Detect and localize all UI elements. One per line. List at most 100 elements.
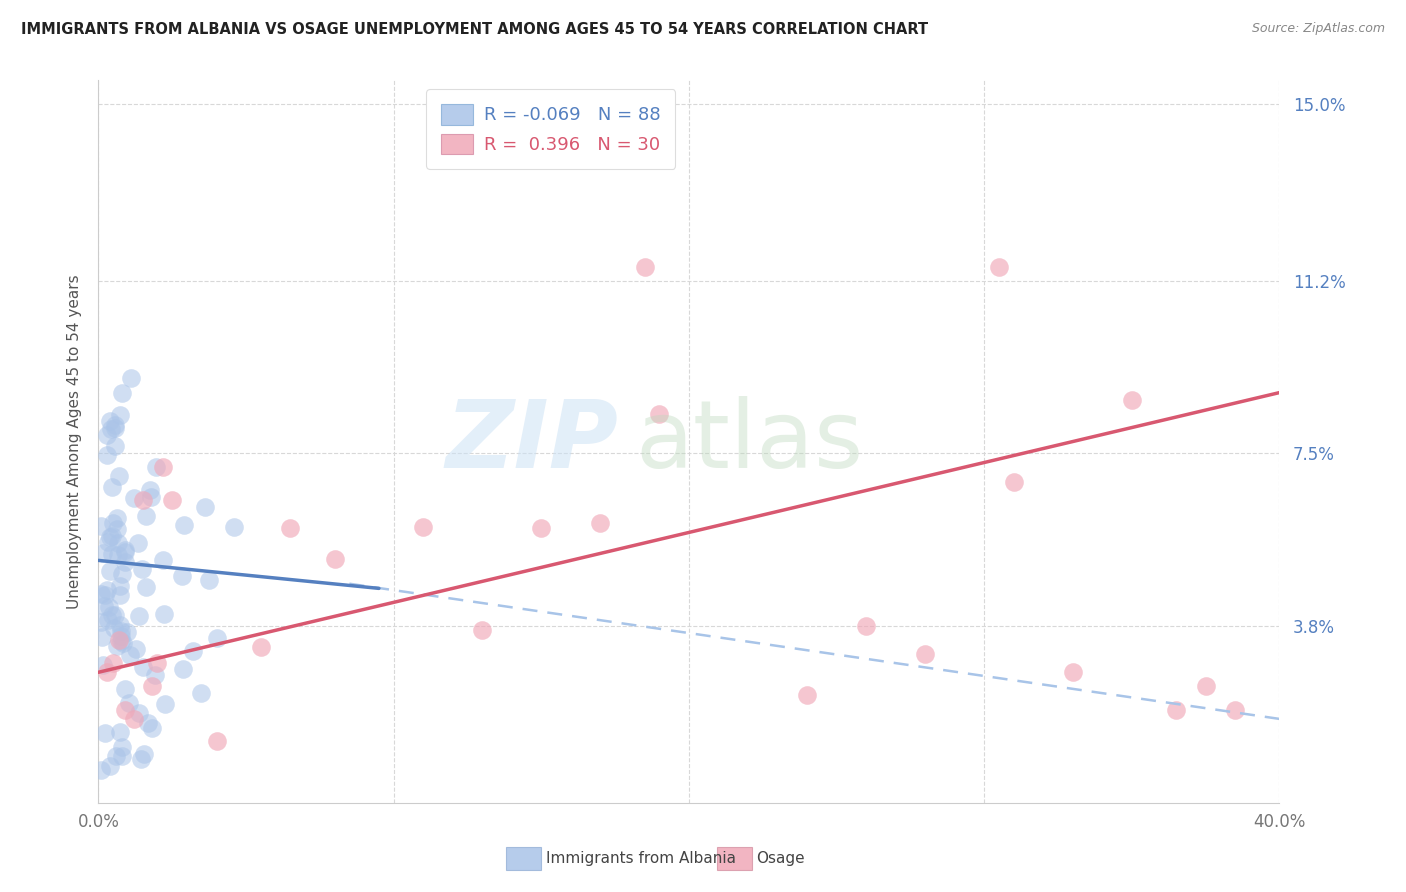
- Point: [190, 686, 212, 700]
- Point: [111, 385, 134, 400]
- Point: [172, 569, 194, 583]
- Point: [152, 607, 174, 621]
- Point: [114, 702, 136, 716]
- Point: [114, 681, 136, 696]
- Point: [107, 536, 129, 550]
- Point: [117, 697, 139, 711]
- Point: [132, 660, 155, 674]
- Point: [205, 733, 228, 747]
- Point: [634, 260, 657, 274]
- Point: [129, 752, 152, 766]
- Point: [104, 439, 127, 453]
- Point: [93, 658, 115, 673]
- Point: [90, 586, 112, 600]
- Point: [135, 580, 157, 594]
- Point: [855, 618, 877, 632]
- Point: [104, 418, 127, 433]
- Point: [110, 408, 132, 422]
- Legend: R = -0.069   N = 88, R =  0.396   N = 30: R = -0.069 N = 88, R = 0.396 N = 30: [426, 89, 675, 169]
- Point: [100, 547, 122, 561]
- Point: [98, 564, 121, 578]
- Point: [108, 589, 131, 603]
- Point: [107, 548, 129, 562]
- Point: [135, 508, 157, 523]
- Point: [1195, 679, 1218, 693]
- Point: [110, 629, 132, 643]
- Text: Osage: Osage: [756, 851, 806, 865]
- Point: [530, 521, 553, 535]
- Point: [93, 599, 115, 614]
- Point: [103, 656, 125, 670]
- Point: [796, 688, 818, 702]
- Point: [1121, 392, 1143, 407]
- Point: [96, 427, 118, 442]
- Point: [100, 421, 122, 435]
- Point: [108, 469, 131, 483]
- Point: [90, 630, 112, 644]
- Point: [197, 573, 219, 587]
- Point: [101, 479, 124, 493]
- Point: [122, 712, 145, 726]
- Point: [173, 518, 195, 533]
- Point: [108, 617, 131, 632]
- Point: [93, 546, 115, 560]
- Point: [1062, 665, 1084, 680]
- Point: [100, 607, 122, 622]
- Point: [145, 460, 167, 475]
- Point: [94, 589, 117, 603]
- Point: [128, 706, 150, 720]
- Point: [131, 562, 153, 576]
- Point: [97, 535, 120, 549]
- Text: IMMIGRANTS FROM ALBANIA VS OSAGE UNEMPLOYMENT AMONG AGES 45 TO 54 YEARS CORRELAT: IMMIGRANTS FROM ALBANIA VS OSAGE UNEMPLO…: [21, 22, 928, 37]
- Point: [108, 579, 131, 593]
- Point: [152, 460, 174, 475]
- Point: [107, 639, 129, 653]
- Point: [152, 553, 174, 567]
- Point: [127, 536, 149, 550]
- Point: [96, 448, 118, 462]
- Point: [914, 647, 936, 661]
- Point: [96, 665, 118, 680]
- Point: [132, 492, 155, 507]
- Point: [323, 551, 346, 566]
- Point: [143, 668, 166, 682]
- Point: [115, 625, 138, 640]
- Point: [471, 624, 494, 638]
- Point: [280, 521, 302, 535]
- Point: [120, 370, 142, 384]
- Point: [1166, 702, 1188, 716]
- Y-axis label: Unemployment Among Ages 45 to 54 years: Unemployment Among Ages 45 to 54 years: [66, 274, 82, 609]
- Point: [139, 483, 162, 497]
- Point: [94, 726, 117, 740]
- Point: [103, 621, 125, 635]
- Point: [103, 516, 125, 531]
- Point: [114, 555, 136, 569]
- Text: atlas: atlas: [636, 395, 865, 488]
- Point: [100, 530, 122, 544]
- Point: [111, 739, 134, 754]
- Point: [172, 662, 194, 676]
- Point: [589, 516, 612, 530]
- Point: [181, 644, 204, 658]
- Point: [155, 698, 177, 712]
- Point: [90, 519, 112, 533]
- Point: [103, 608, 125, 623]
- Point: [98, 599, 121, 614]
- Point: [108, 632, 131, 647]
- Point: [132, 747, 155, 761]
- Point: [105, 749, 128, 764]
- Point: [141, 721, 163, 735]
- Point: [146, 656, 169, 670]
- Point: [100, 528, 122, 542]
- Point: [194, 500, 217, 515]
- Point: [98, 758, 121, 772]
- Point: [110, 724, 132, 739]
- Point: [110, 634, 132, 648]
- Point: [125, 641, 148, 656]
- Point: [250, 640, 273, 655]
- Point: [104, 421, 127, 435]
- Point: [111, 748, 134, 763]
- Point: [222, 520, 245, 534]
- Point: [122, 491, 145, 506]
- Point: [412, 520, 434, 534]
